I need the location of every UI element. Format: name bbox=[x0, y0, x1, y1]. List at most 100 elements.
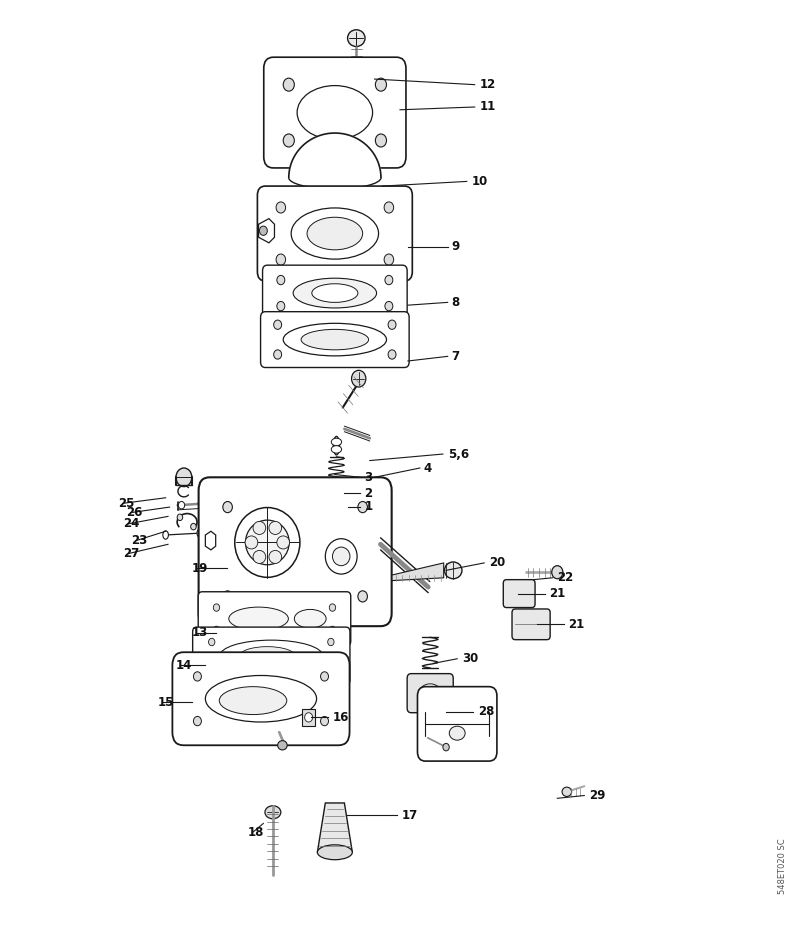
Ellipse shape bbox=[163, 531, 169, 539]
Text: 21: 21 bbox=[569, 618, 585, 631]
Text: 4: 4 bbox=[424, 461, 432, 475]
FancyBboxPatch shape bbox=[503, 579, 535, 607]
Ellipse shape bbox=[278, 740, 287, 750]
Ellipse shape bbox=[277, 275, 285, 285]
Ellipse shape bbox=[223, 591, 232, 602]
Ellipse shape bbox=[297, 600, 310, 615]
Ellipse shape bbox=[334, 436, 340, 455]
Text: 19: 19 bbox=[192, 562, 208, 575]
Text: 11: 11 bbox=[479, 100, 496, 113]
Ellipse shape bbox=[194, 716, 202, 725]
Ellipse shape bbox=[388, 320, 396, 329]
Ellipse shape bbox=[333, 547, 350, 565]
Ellipse shape bbox=[351, 371, 366, 388]
FancyBboxPatch shape bbox=[172, 652, 350, 745]
Polygon shape bbox=[289, 133, 381, 178]
FancyBboxPatch shape bbox=[198, 477, 392, 626]
FancyBboxPatch shape bbox=[407, 674, 454, 712]
Text: 25: 25 bbox=[118, 497, 134, 510]
Text: 14: 14 bbox=[176, 659, 192, 672]
Ellipse shape bbox=[375, 78, 386, 91]
Ellipse shape bbox=[229, 607, 288, 630]
Text: 20: 20 bbox=[489, 556, 506, 569]
Ellipse shape bbox=[274, 350, 282, 359]
Text: 13: 13 bbox=[192, 626, 208, 639]
Ellipse shape bbox=[206, 676, 317, 722]
Ellipse shape bbox=[331, 438, 342, 446]
Text: 26: 26 bbox=[126, 506, 142, 519]
Ellipse shape bbox=[450, 726, 465, 740]
Ellipse shape bbox=[289, 167, 381, 189]
Ellipse shape bbox=[307, 601, 315, 610]
Text: 23: 23 bbox=[131, 534, 148, 547]
FancyBboxPatch shape bbox=[198, 592, 350, 646]
Ellipse shape bbox=[388, 350, 396, 359]
Text: 17: 17 bbox=[402, 809, 418, 822]
Text: 9: 9 bbox=[452, 240, 460, 253]
Ellipse shape bbox=[294, 609, 326, 628]
Ellipse shape bbox=[178, 502, 185, 509]
Ellipse shape bbox=[277, 301, 285, 311]
Ellipse shape bbox=[253, 521, 266, 534]
Ellipse shape bbox=[245, 536, 258, 548]
Ellipse shape bbox=[190, 523, 196, 530]
Ellipse shape bbox=[234, 507, 300, 578]
Ellipse shape bbox=[194, 672, 202, 681]
Ellipse shape bbox=[276, 254, 286, 265]
Ellipse shape bbox=[385, 301, 393, 311]
Polygon shape bbox=[392, 563, 444, 580]
Ellipse shape bbox=[321, 716, 329, 725]
Ellipse shape bbox=[326, 539, 357, 574]
Text: 28: 28 bbox=[478, 706, 494, 718]
Ellipse shape bbox=[385, 275, 393, 285]
Ellipse shape bbox=[419, 684, 442, 703]
Ellipse shape bbox=[274, 320, 282, 329]
Ellipse shape bbox=[562, 787, 571, 797]
Ellipse shape bbox=[197, 529, 202, 537]
Ellipse shape bbox=[358, 502, 367, 513]
FancyBboxPatch shape bbox=[418, 687, 497, 761]
Text: 7: 7 bbox=[452, 350, 460, 363]
FancyBboxPatch shape bbox=[193, 627, 350, 685]
Text: 5,6: 5,6 bbox=[448, 447, 469, 461]
Ellipse shape bbox=[198, 500, 205, 507]
Ellipse shape bbox=[552, 565, 563, 578]
Ellipse shape bbox=[177, 514, 182, 520]
Polygon shape bbox=[206, 532, 216, 549]
Ellipse shape bbox=[214, 626, 220, 634]
Text: 8: 8 bbox=[452, 296, 460, 309]
Ellipse shape bbox=[443, 743, 450, 751]
Ellipse shape bbox=[445, 562, 462, 578]
Ellipse shape bbox=[219, 687, 286, 714]
Ellipse shape bbox=[283, 323, 386, 356]
Text: 548ET020 SC: 548ET020 SC bbox=[778, 839, 787, 894]
Ellipse shape bbox=[301, 329, 369, 350]
Ellipse shape bbox=[209, 638, 215, 646]
Text: 29: 29 bbox=[589, 789, 606, 802]
Ellipse shape bbox=[305, 712, 313, 722]
Ellipse shape bbox=[276, 202, 286, 213]
Ellipse shape bbox=[269, 521, 282, 534]
Text: 2: 2 bbox=[364, 487, 372, 500]
Ellipse shape bbox=[331, 135, 339, 142]
Ellipse shape bbox=[223, 502, 232, 513]
Ellipse shape bbox=[297, 85, 373, 139]
Ellipse shape bbox=[253, 550, 266, 563]
Text: 30: 30 bbox=[462, 652, 478, 665]
Ellipse shape bbox=[384, 254, 394, 265]
Ellipse shape bbox=[384, 202, 394, 213]
Ellipse shape bbox=[291, 208, 378, 259]
Ellipse shape bbox=[330, 604, 336, 611]
Ellipse shape bbox=[312, 284, 358, 302]
Polygon shape bbox=[318, 803, 352, 853]
Ellipse shape bbox=[318, 845, 352, 860]
Text: 16: 16 bbox=[333, 710, 349, 724]
FancyBboxPatch shape bbox=[264, 57, 406, 168]
Ellipse shape bbox=[328, 638, 334, 646]
Text: 21: 21 bbox=[550, 587, 566, 600]
Ellipse shape bbox=[331, 446, 342, 453]
Ellipse shape bbox=[293, 278, 377, 308]
Text: 3: 3 bbox=[364, 471, 372, 484]
Ellipse shape bbox=[246, 520, 289, 564]
Text: 15: 15 bbox=[158, 696, 174, 709]
